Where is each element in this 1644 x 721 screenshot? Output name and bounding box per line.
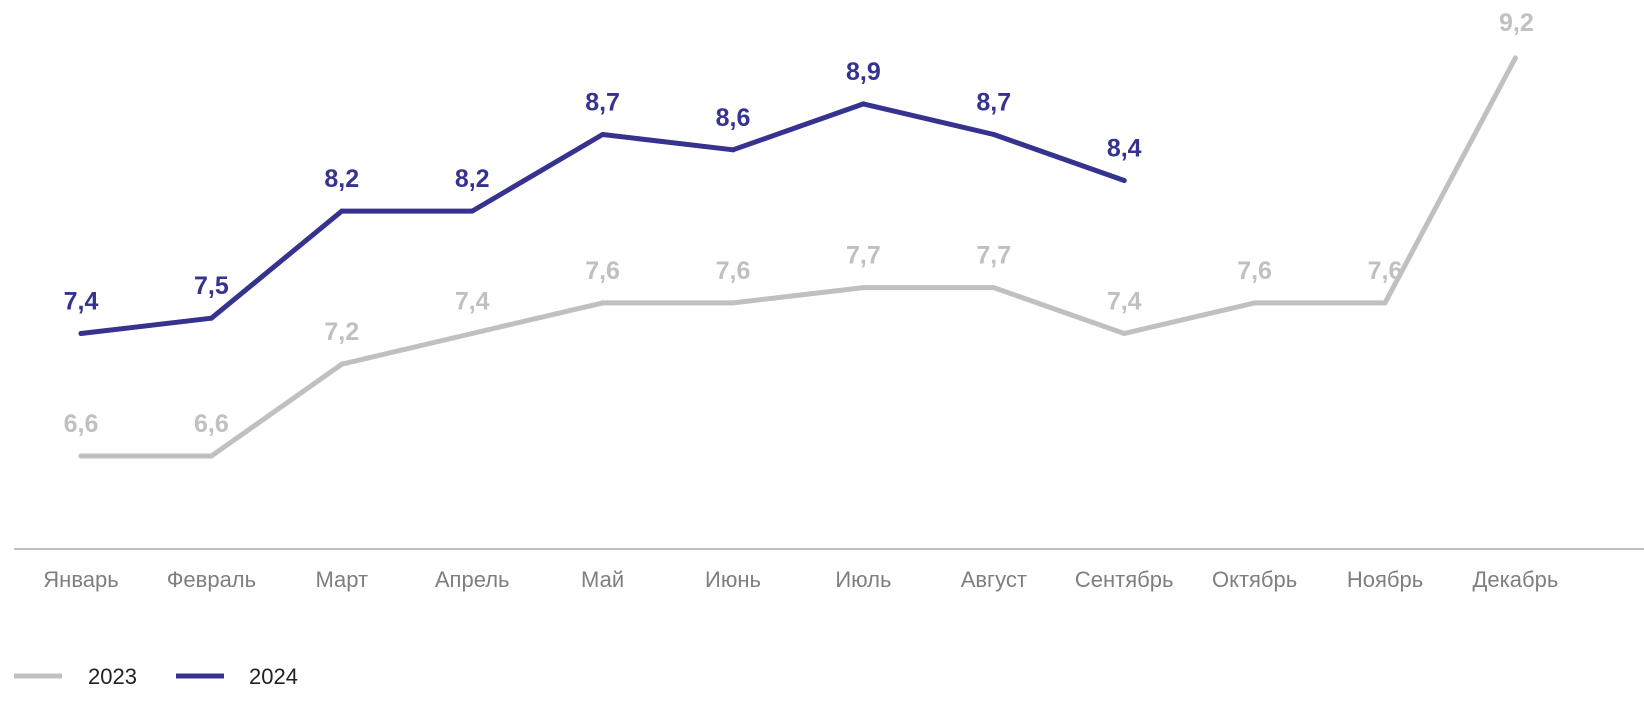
data-point-2023 [600, 300, 606, 306]
legend-item-2024: 2024 [176, 664, 298, 689]
data-point-2024 [469, 208, 475, 214]
data-point-2023 [860, 285, 866, 291]
data-point-2023 [991, 285, 997, 291]
x-tick-label: Июль [835, 567, 891, 592]
data-label-2023: 6,6 [194, 410, 229, 438]
data-label-2023: 7,4 [1107, 288, 1142, 316]
data-point-2023 [1512, 55, 1518, 61]
data-label-2023: 7,6 [716, 257, 751, 285]
data-label-2024: 8,4 [1107, 134, 1142, 162]
data-label-2023: 6,6 [64, 410, 99, 438]
data-label-2023: 7,6 [585, 257, 620, 285]
series-line-2023 [78, 55, 1518, 459]
data-label-2024: 8,7 [585, 89, 620, 117]
data-point-2023 [1252, 300, 1258, 306]
x-tick-label: Октябрь [1212, 567, 1297, 592]
legend-label: 2023 [88, 664, 137, 689]
x-tick-label: Март [315, 567, 368, 592]
data-point-2023 [208, 453, 214, 459]
data-point-2024 [730, 147, 736, 153]
x-tick-label: Июнь [705, 567, 761, 592]
data-label-2023: 7,7 [846, 242, 881, 270]
data-label-2024: 8,7 [976, 89, 1011, 117]
data-point-2023 [339, 361, 345, 367]
data-point-2023 [78, 453, 84, 459]
x-tick-label: Сентябрь [1075, 567, 1174, 592]
legend: 2023 2024 [14, 664, 298, 689]
data-label-2024: 7,4 [64, 288, 99, 316]
x-tick-label: Апрель [435, 567, 510, 592]
data-point-2024 [208, 315, 214, 321]
data-label-2024: 8,2 [324, 165, 359, 193]
data-label-2024: 8,6 [716, 104, 751, 132]
data-label-2024: 8,2 [455, 165, 490, 193]
x-tick-label: Август [961, 567, 1027, 592]
data-label-2023: 7,6 [1237, 257, 1272, 285]
x-tick-label: Май [581, 567, 624, 592]
data-point-2024 [600, 132, 606, 138]
data-point-2023 [1382, 300, 1388, 306]
legend-label: 2024 [249, 664, 298, 689]
legend-item-2023: 2023 [14, 664, 137, 689]
data-label-2024: 8,9 [846, 58, 881, 86]
data-point-2023 [1121, 331, 1127, 337]
x-tick-label: Февраль [167, 567, 256, 592]
data-point-2023 [469, 331, 475, 337]
data-point-2024 [860, 101, 866, 107]
x-tick-label: Январь [43, 567, 118, 592]
x-tick-label: Ноябрь [1347, 567, 1423, 592]
data-label-2023: 9,2 [1499, 9, 1534, 37]
data-point-2024 [339, 208, 345, 214]
data-label-2024: 7,5 [194, 272, 229, 300]
x-tick-label: Декабрь [1473, 567, 1559, 592]
data-labels: 6,6 6,6 7,2 7,4 7,6 7,6 7,7 7,7 7,4 7,6 7,6 9,2 7,4 7… [64, 9, 1534, 438]
x-axis: Январь Февраль Март Апрель Май Июнь Июль Август… [14, 548, 1644, 592]
data-label-2023: 7,6 [1368, 257, 1403, 285]
data-point-2024 [991, 132, 997, 138]
series-line-2024 [78, 101, 1127, 336]
series-group [78, 55, 1518, 459]
data-label-2023: 7,2 [324, 318, 359, 346]
data-label-2023: 7,4 [455, 288, 490, 316]
data-point-2023 [730, 300, 736, 306]
data-label-2023: 7,7 [976, 242, 1011, 270]
data-point-2024 [78, 331, 84, 337]
data-point-2024 [1121, 177, 1127, 183]
